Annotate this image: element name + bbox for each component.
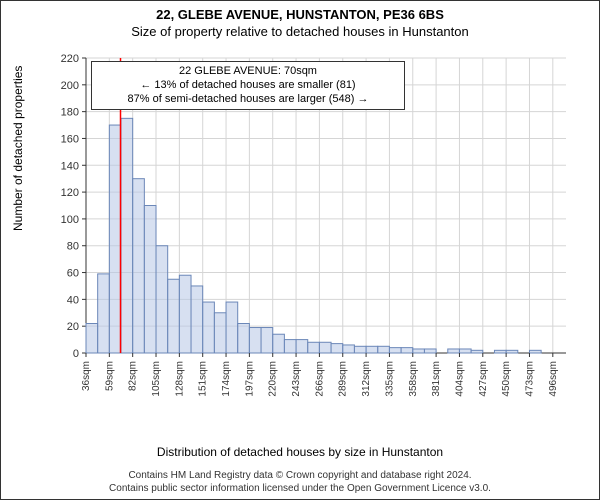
histogram-bar — [471, 350, 483, 353]
histogram-bar — [413, 349, 425, 353]
svg-text:289sqm: 289sqm — [338, 361, 349, 397]
svg-text:381sqm: 381sqm — [431, 361, 442, 397]
title-address: 22, GLEBE AVENUE, HUNSTANTON, PE36 6BS — [1, 1, 599, 22]
histogram-bar — [529, 350, 541, 353]
svg-text:335sqm: 335sqm — [384, 361, 395, 397]
svg-text:266sqm: 266sqm — [314, 361, 325, 397]
annotation-line3: 87% of semi-detached houses are larger (… — [98, 93, 398, 107]
footer-line2: Contains public sector information licen… — [1, 483, 599, 496]
histogram-bar — [284, 340, 296, 353]
svg-text:473sqm: 473sqm — [524, 361, 535, 397]
svg-text:20: 20 — [67, 321, 79, 333]
histogram-bar — [226, 302, 238, 353]
footer-line1: Contains HM Land Registry data © Crown c… — [1, 470, 599, 483]
histogram-bar — [214, 313, 226, 353]
histogram-bar — [203, 302, 215, 353]
svg-text:120: 120 — [61, 187, 79, 199]
svg-text:105sqm: 105sqm — [151, 361, 162, 397]
histogram-bar — [448, 349, 460, 353]
svg-text:0: 0 — [73, 348, 79, 360]
histogram-bar — [133, 179, 145, 353]
histogram-bar — [331, 344, 343, 353]
histogram-bar — [319, 342, 331, 353]
svg-text:450sqm: 450sqm — [501, 361, 512, 397]
svg-text:358sqm: 358sqm — [408, 361, 419, 397]
annotation-line2: ← 13% of detached houses are smaller (81… — [98, 79, 398, 93]
annotation-box: 22 GLEBE AVENUE: 70sqm ← 13% of detached… — [91, 61, 405, 110]
svg-text:174sqm: 174sqm — [221, 361, 232, 397]
histogram-bar — [261, 328, 273, 353]
svg-text:82sqm: 82sqm — [128, 361, 139, 391]
svg-text:404sqm: 404sqm — [454, 361, 465, 397]
annotation-line1: 22 GLEBE AVENUE: 70sqm — [98, 65, 398, 79]
svg-text:220: 220 — [61, 53, 79, 65]
histogram-bar — [179, 275, 191, 353]
svg-text:59sqm: 59sqm — [104, 361, 115, 391]
svg-text:40: 40 — [67, 294, 79, 306]
y-axis-label: Number of detached properties — [11, 66, 25, 231]
histogram-bar — [296, 340, 308, 353]
histogram-bar — [401, 348, 413, 353]
histogram-bar — [343, 345, 355, 353]
svg-text:220sqm: 220sqm — [268, 361, 279, 397]
svg-text:100: 100 — [61, 214, 79, 226]
x-axis-label: Distribution of detached houses by size … — [1, 445, 599, 459]
histogram-bar — [86, 324, 98, 354]
histogram-bar — [273, 334, 285, 353]
histogram-bar — [249, 328, 261, 353]
svg-text:36sqm: 36sqm — [81, 361, 92, 391]
histogram-bar — [168, 279, 180, 353]
histogram-bar — [156, 246, 168, 353]
svg-text:496sqm: 496sqm — [548, 361, 559, 397]
histogram-bar — [494, 350, 506, 353]
svg-text:151sqm: 151sqm — [198, 361, 209, 397]
histogram-bar — [308, 342, 320, 353]
histogram-bar — [389, 348, 401, 353]
svg-text:312sqm: 312sqm — [361, 361, 372, 397]
svg-text:180: 180 — [61, 107, 79, 119]
histogram-bar — [144, 206, 156, 354]
svg-text:160: 160 — [61, 133, 79, 145]
title-subtitle: Size of property relative to detached ho… — [1, 22, 599, 39]
histogram-bar — [459, 349, 471, 353]
svg-text:128sqm: 128sqm — [174, 361, 185, 397]
histogram-bar — [238, 324, 250, 354]
histogram-bar — [366, 346, 378, 353]
histogram-bar — [191, 286, 203, 353]
svg-text:60: 60 — [67, 268, 79, 280]
histogram-bar — [98, 274, 110, 353]
histogram-bar — [506, 350, 518, 353]
svg-text:243sqm: 243sqm — [291, 361, 302, 397]
histogram-bar — [378, 346, 390, 353]
histogram-bar — [424, 349, 436, 353]
footer: Contains HM Land Registry data © Crown c… — [1, 470, 599, 495]
histogram-bar — [354, 346, 366, 353]
svg-text:80: 80 — [67, 241, 79, 253]
svg-text:140: 140 — [61, 160, 79, 172]
chart-container: 22, GLEBE AVENUE, HUNSTANTON, PE36 6BS S… — [0, 0, 600, 500]
svg-text:200: 200 — [61, 80, 79, 92]
svg-text:197sqm: 197sqm — [244, 361, 255, 397]
histogram-bar — [121, 118, 133, 353]
histogram-bar — [109, 125, 121, 353]
svg-text:427sqm: 427sqm — [478, 361, 489, 397]
